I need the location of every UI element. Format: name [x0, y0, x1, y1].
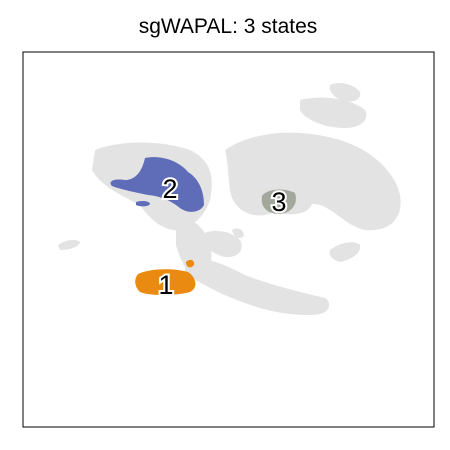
background-cell-cluster — [329, 242, 361, 262]
background-cell-cluster — [185, 258, 330, 316]
state-1-cell-cluster — [186, 259, 195, 268]
state-2-cell-cluster — [110, 157, 204, 212]
chart-title: sgWAPAL: 3 states — [139, 15, 318, 38]
state-1-cell-cluster — [135, 269, 196, 295]
state-label-1: 1 — [158, 270, 173, 300]
background-cell-cluster — [300, 97, 367, 128]
state-label-3: 3 — [271, 187, 286, 217]
background-cell-cluster — [200, 230, 242, 258]
state-2-cell-cluster — [136, 200, 150, 207]
state-3-cell-cluster — [261, 189, 296, 214]
background-cell-cluster — [329, 82, 361, 102]
state-clusters — [110, 157, 296, 295]
background-cell-cluster — [58, 239, 80, 250]
state-label-2: 2 — [162, 174, 177, 204]
background-cell-cluster — [232, 228, 244, 238]
